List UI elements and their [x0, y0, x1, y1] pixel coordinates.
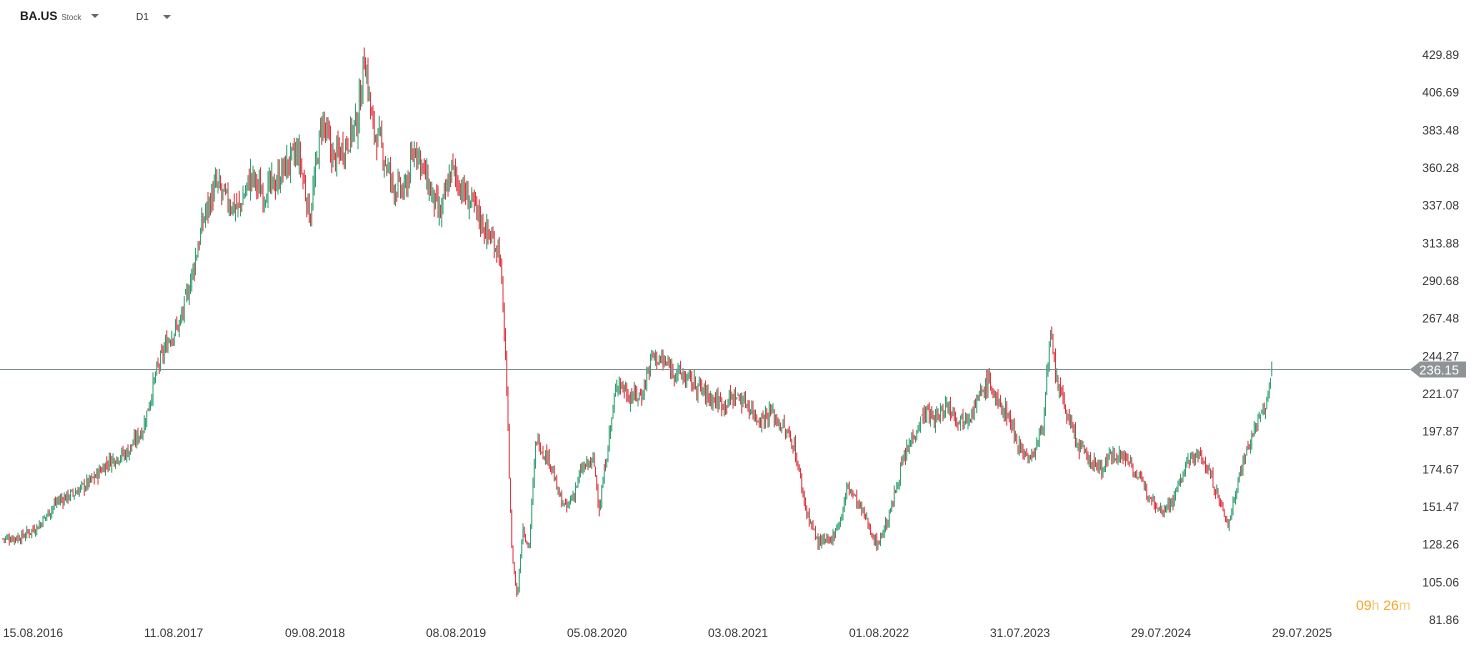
timer-hours: 09	[1356, 597, 1372, 613]
y-tick-label: 105.06	[1422, 575, 1459, 589]
y-tick-label: 174.67	[1422, 462, 1459, 476]
interval-dropdown-icon[interactable]	[162, 14, 171, 19]
y-tick-label: 360.28	[1422, 161, 1459, 175]
x-tick-label: 29.07.2024	[1131, 626, 1191, 640]
x-tick-label: 08.08.2019	[426, 626, 486, 640]
y-tick-label: 313.88	[1422, 236, 1459, 250]
current-price-label: 236.15	[1419, 363, 1459, 378]
interval-label: D1	[136, 12, 149, 23]
candle-countdown: 09h 26m	[1356, 597, 1411, 613]
timer-minutes: 26	[1383, 597, 1399, 613]
x-tick-label: 01.08.2022	[849, 626, 909, 640]
y-tick-label: 128.26	[1422, 538, 1459, 552]
symbol-type: Stock	[61, 13, 82, 22]
current-price-marker: 236.15	[0, 361, 1466, 378]
y-tick-label: 406.69	[1422, 86, 1459, 100]
x-tick-label: 05.08.2020	[567, 626, 627, 640]
x-tick-label: 31.07.2023	[990, 626, 1050, 640]
symbol-name: BA.US	[20, 9, 58, 23]
y-tick-label: 197.87	[1422, 425, 1459, 439]
candles-layer	[2, 47, 1273, 597]
symbol-selector[interactable]: BA.US Stock	[20, 9, 100, 23]
x-axis: 15.08.2016 11.08.2017 09.08.2018 08.08.2019…	[3, 626, 1332, 640]
timer-minutes-unit: m	[1398, 597, 1411, 613]
x-tick-label: 03.08.2021	[708, 626, 768, 640]
y-tick-label: 81.86	[1429, 613, 1459, 627]
y-tick-label: 337.08	[1422, 199, 1459, 213]
x-tick-label: 29.07.2025	[1272, 626, 1332, 640]
y-tick-label: 151.47	[1422, 500, 1459, 514]
timer-hours-unit: h	[1371, 597, 1380, 613]
y-tick-label: 267.48	[1422, 312, 1459, 326]
interval-selector[interactable]: D1	[136, 12, 171, 23]
y-axis: 429.89 406.69 383.48 360.28 337.08 313.88 290.…	[1422, 48, 1459, 627]
y-tick-label: 221.07	[1422, 387, 1459, 401]
y-tick-label: 383.48	[1422, 123, 1459, 137]
x-tick-label: 09.08.2018	[285, 626, 345, 640]
y-tick-label: 429.89	[1422, 48, 1459, 62]
y-tick-label: 290.68	[1422, 274, 1459, 288]
x-tick-label: 11.08.2017	[144, 626, 203, 640]
x-tick-label: 15.08.2016	[3, 626, 63, 640]
y-tick-label: 244.27	[1422, 349, 1459, 363]
current-price-badge	[1410, 361, 1466, 378]
symbol-dropdown-icon[interactable]	[91, 14, 100, 18]
chart-toolbar: BA.US Stock D1	[0, 0, 400, 36]
